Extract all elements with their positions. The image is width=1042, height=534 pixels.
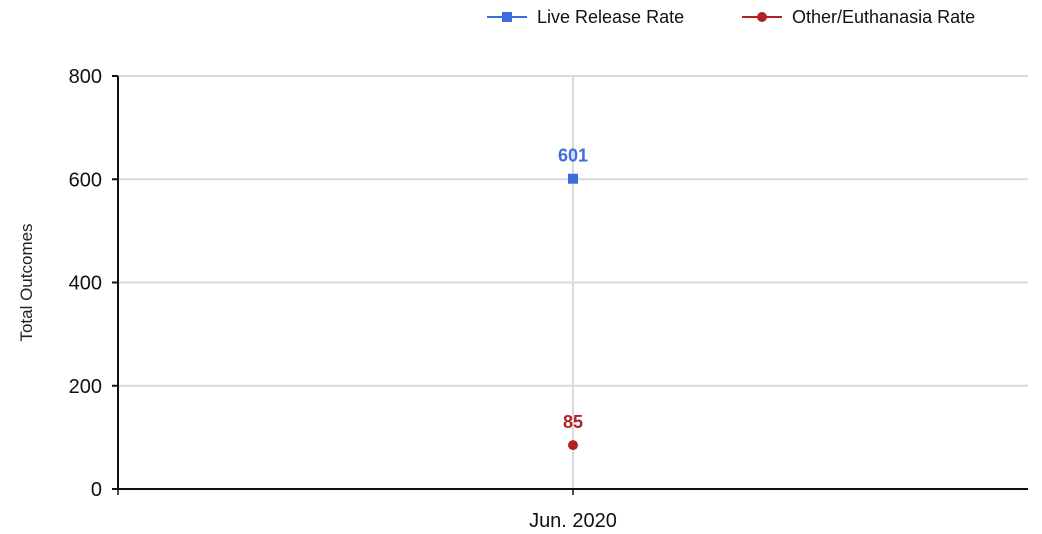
- data-label: 85: [563, 412, 583, 432]
- legend: Live Release Rate Other/Euthanasia Rate: [487, 7, 975, 27]
- x-tick-labels: Jun. 2020: [529, 510, 617, 532]
- legend-square-icon: [502, 12, 512, 22]
- data-point-other-euthanasia: [568, 440, 578, 451]
- axes: [117, 76, 1028, 490]
- y-tick-label: 800: [69, 66, 102, 88]
- legend-label: Other/Euthanasia Rate: [792, 7, 975, 27]
- legend-label: Live Release Rate: [537, 7, 684, 27]
- y-tick-label: 0: [91, 479, 102, 501]
- data-label: 601: [558, 146, 588, 166]
- legend-circle-icon: [757, 12, 767, 22]
- legend-item: Live Release Rate: [487, 7, 684, 27]
- legend-item: Other/Euthanasia Rate: [742, 7, 975, 27]
- y-tick-label: 400: [69, 273, 102, 295]
- y-tick-labels: 0 200 400 600 800: [69, 66, 102, 501]
- y-tick-label: 200: [69, 376, 102, 398]
- data-marks: 601 85: [558, 146, 588, 451]
- y-axis-title: Total Outcomes: [17, 223, 36, 341]
- x-tick-label: Jun. 2020: [529, 510, 617, 532]
- y-tick-label: 600: [69, 169, 102, 191]
- data-point-live-release: [568, 173, 578, 184]
- gridlines: [112, 75, 1028, 495]
